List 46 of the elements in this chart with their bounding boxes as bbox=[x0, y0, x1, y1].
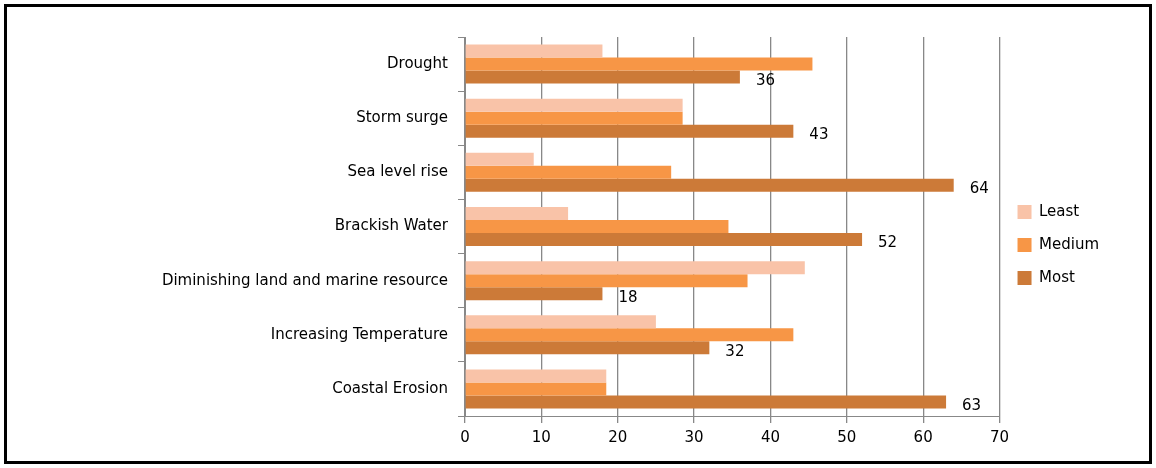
bar bbox=[465, 44, 603, 58]
y-tick-label: Brackish Water bbox=[334, 216, 449, 235]
data-label: 36 bbox=[755, 70, 775, 89]
data-label: 64 bbox=[969, 179, 989, 198]
x-tick-label: 20 bbox=[608, 427, 628, 446]
bar bbox=[465, 315, 656, 329]
data-label: 52 bbox=[878, 233, 898, 252]
y-tick-label: Storm surge bbox=[356, 108, 448, 127]
legend-label: Most bbox=[1039, 267, 1075, 286]
bar bbox=[465, 152, 534, 166]
bar bbox=[465, 98, 683, 112]
bar bbox=[465, 220, 729, 233]
bar bbox=[465, 111, 683, 125]
bar bbox=[465, 341, 710, 355]
bar bbox=[465, 395, 947, 409]
legend-label: Medium bbox=[1039, 234, 1100, 253]
x-tick-label: 40 bbox=[760, 427, 780, 446]
bar bbox=[465, 382, 607, 396]
bar bbox=[465, 261, 805, 275]
bar bbox=[465, 274, 748, 288]
y-tick-label: Sea level rise bbox=[347, 162, 448, 181]
x-tick-label: 50 bbox=[837, 427, 857, 446]
bar bbox=[465, 287, 603, 301]
bar bbox=[465, 328, 794, 342]
bar bbox=[465, 57, 813, 71]
y-tick-label: Coastal Erosion bbox=[332, 378, 448, 397]
bar bbox=[465, 369, 607, 383]
x-tick-label: 10 bbox=[531, 427, 551, 446]
bar bbox=[465, 178, 954, 192]
x-tick-label: 60 bbox=[913, 427, 933, 446]
data-label: 18 bbox=[618, 287, 638, 306]
y-tick-label: Drought bbox=[387, 53, 449, 72]
bar bbox=[465, 207, 569, 220]
y-tick-label: Diminishing land and marine resource bbox=[161, 270, 448, 289]
data-label: 32 bbox=[725, 341, 745, 360]
legend-label: Least bbox=[1039, 201, 1080, 220]
bar bbox=[465, 165, 672, 179]
bar bbox=[465, 70, 740, 84]
x-tick-label: 0 bbox=[460, 427, 470, 446]
bar bbox=[465, 124, 794, 138]
y-tick-label: Increasing Temperature bbox=[270, 324, 448, 343]
data-label: 43 bbox=[809, 125, 829, 144]
x-tick-label: 30 bbox=[684, 427, 704, 446]
data-label: 63 bbox=[962, 395, 982, 414]
bar bbox=[465, 233, 863, 246]
x-tick-label: 70 bbox=[989, 427, 1010, 446]
